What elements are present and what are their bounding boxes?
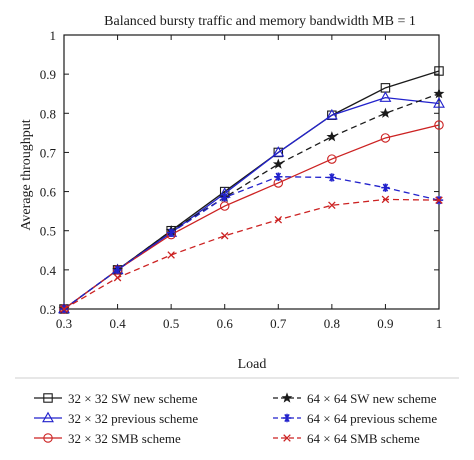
legend-entry: 32 × 32 SW new scheme bbox=[34, 391, 198, 406]
y-tick-label: 0.9 bbox=[40, 67, 56, 82]
x-tick-label: 0.3 bbox=[56, 316, 72, 331]
data-point bbox=[327, 154, 337, 164]
data-point bbox=[113, 265, 122, 275]
y-tick-label: 0.5 bbox=[40, 224, 56, 239]
plot-frame bbox=[63, 34, 440, 310]
x-tick-label: 0.5 bbox=[163, 316, 179, 331]
y-tick-label: 1 bbox=[50, 28, 57, 43]
data-point bbox=[433, 97, 445, 108]
y-tick-label: 0.7 bbox=[40, 145, 57, 160]
legend-marker bbox=[281, 392, 293, 403]
legend-marker bbox=[43, 433, 53, 443]
legend-entry: 32 × 32 SMB scheme bbox=[34, 431, 181, 446]
y-tick-label: 0.3 bbox=[40, 302, 56, 317]
legend-marker bbox=[282, 413, 292, 423]
data-point bbox=[434, 66, 444, 76]
data-point bbox=[380, 107, 391, 118]
x-tick-label: 0.8 bbox=[324, 316, 340, 331]
legend-label: 32 × 32 SMB scheme bbox=[68, 431, 181, 446]
legend-label: 64 × 64 previous scheme bbox=[307, 411, 437, 426]
data-point bbox=[381, 183, 390, 192]
data-point bbox=[325, 108, 338, 120]
series-line bbox=[63, 176, 440, 310]
legend-marker bbox=[283, 434, 291, 442]
series-group bbox=[58, 66, 445, 314]
data-point bbox=[379, 91, 392, 102]
series-3 bbox=[59, 120, 444, 314]
x-tick-label: 0.4 bbox=[109, 316, 126, 331]
data-point bbox=[167, 251, 175, 259]
series-line bbox=[63, 198, 440, 310]
y-tick-label: 0.4 bbox=[40, 263, 57, 278]
data-point bbox=[434, 120, 444, 130]
y-axis-label: Average throughput bbox=[19, 119, 34, 230]
data-point bbox=[219, 201, 230, 211]
data-point bbox=[435, 196, 443, 204]
series-5 bbox=[59, 172, 444, 314]
data-point bbox=[113, 273, 122, 282]
data-point bbox=[433, 88, 445, 99]
legend-entry: 64 × 64 SMB scheme bbox=[273, 431, 420, 446]
series-4 bbox=[58, 88, 445, 314]
y-tick-label: 0.8 bbox=[40, 106, 56, 121]
data-point bbox=[381, 195, 390, 204]
data-point bbox=[220, 193, 229, 202]
series-line bbox=[63, 124, 440, 310]
data-point bbox=[272, 158, 284, 169]
series-line bbox=[63, 96, 440, 310]
chart-title: Balanced bursty traffic and memory bandw… bbox=[104, 14, 416, 29]
legend-label: 64 × 64 SMB scheme bbox=[307, 431, 420, 446]
legend: 32 × 32 SW new scheme 32 × 32 previous sc… bbox=[15, 377, 459, 446]
data-point bbox=[326, 131, 338, 142]
x-tick-label: 1 bbox=[436, 316, 443, 331]
y-tick-label: 0.6 bbox=[40, 185, 57, 200]
legend-marker bbox=[43, 393, 53, 403]
x-axis-label: Load bbox=[238, 357, 267, 372]
data-point bbox=[60, 305, 68, 313]
axis-ticks: 0.3 0.4 0.5 0.6 0.7 0.8 0.9 1 0.3 0.4 0.5 0.6 0.7 0.8… bbox=[40, 28, 443, 331]
legend-entry: 64 × 64 SW new scheme bbox=[273, 391, 437, 406]
data-point bbox=[274, 172, 283, 181]
data-point bbox=[274, 215, 283, 224]
legend-marker bbox=[42, 411, 54, 423]
legend-label: 32 × 32 SW new scheme bbox=[68, 391, 198, 406]
data-point bbox=[220, 232, 229, 240]
legend-label: 64 × 64 SW new scheme bbox=[307, 391, 437, 406]
series-6 bbox=[60, 195, 443, 313]
data-point bbox=[327, 173, 337, 182]
data-point bbox=[328, 201, 336, 210]
x-tick-label: 0.9 bbox=[377, 316, 393, 331]
plot-area bbox=[63, 34, 440, 310]
x-tick-label: 0.6 bbox=[217, 316, 234, 331]
series-2 bbox=[58, 91, 445, 314]
data-point bbox=[380, 133, 391, 143]
legend-entry: 64 × 64 previous scheme bbox=[273, 411, 437, 426]
x-tick-label: 0.7 bbox=[270, 316, 287, 331]
data-point bbox=[166, 228, 176, 237]
data-point bbox=[272, 146, 285, 157]
legend-label: 32 × 32 previous scheme bbox=[68, 411, 198, 426]
legend-entry: 32 × 32 previous scheme bbox=[34, 411, 198, 426]
